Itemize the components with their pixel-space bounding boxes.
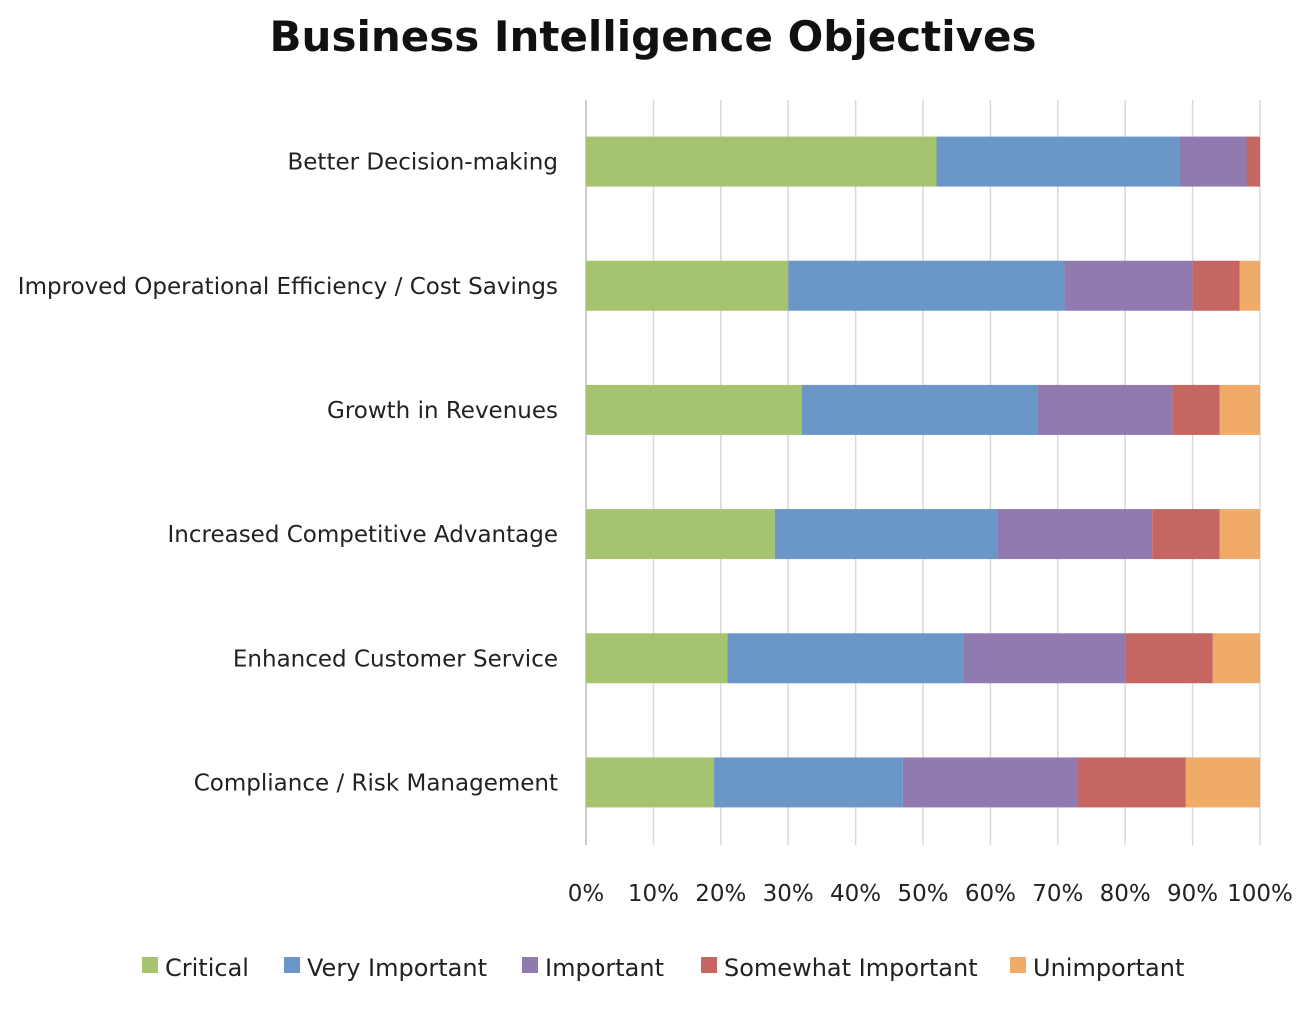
legend-label: Important <box>545 954 664 982</box>
legend-label: Critical <box>165 954 249 982</box>
x-tick-label: 100% <box>1227 881 1293 907</box>
bar-segment <box>586 384 802 435</box>
bar-segment <box>586 260 789 311</box>
legend-swatch <box>284 957 300 973</box>
x-tick-label: 60% <box>965 881 1016 907</box>
legend-label: Unimportant <box>1033 954 1184 982</box>
bar-segment <box>714 757 903 808</box>
category-label: Enhanced Customer Service <box>233 646 558 672</box>
bar-segment <box>586 757 715 808</box>
bar-segment <box>1239 260 1260 311</box>
x-tick-label: 50% <box>897 881 948 907</box>
legend-label: Very Important <box>307 954 487 982</box>
bar-segment <box>1064 260 1193 311</box>
bar-segment <box>1212 633 1260 684</box>
bar-segment <box>727 633 964 684</box>
x-tick-label: 10% <box>628 881 679 907</box>
bar-segment <box>1172 384 1220 435</box>
category-label: Better Decision-making <box>288 150 559 176</box>
x-tick-label: 90% <box>1167 881 1218 907</box>
chart-title: Business Intelligence Objectives <box>269 12 1037 61</box>
x-tick-label: 30% <box>763 881 814 907</box>
bar-segment <box>586 136 937 187</box>
bar-segment <box>788 260 1065 311</box>
bar-segment <box>586 509 775 560</box>
bar-segment <box>963 633 1126 684</box>
bar-segment <box>1219 509 1260 560</box>
bar-segment <box>774 509 998 560</box>
x-tick-label: 20% <box>695 881 746 907</box>
bar-segment <box>902 757 1079 808</box>
bar-segment <box>1192 260 1240 311</box>
legend-label: Somewhat Important <box>724 954 978 982</box>
bar-segment <box>801 384 1038 435</box>
bar-segment <box>1037 384 1173 435</box>
legend-swatch <box>701 957 717 973</box>
bar-segment <box>1152 509 1220 560</box>
category-label: Improved Operational Efficiency / Cost S… <box>18 274 558 300</box>
legend-swatch <box>522 957 538 973</box>
legend-swatch <box>1010 957 1026 973</box>
bar-segment <box>1078 757 1186 808</box>
category-label: Increased Competitive Advantage <box>168 522 559 548</box>
x-tick-label: 80% <box>1100 881 1151 907</box>
bar-segment <box>1125 633 1213 684</box>
bar-segment <box>997 509 1153 560</box>
bar-segment <box>1179 136 1247 187</box>
bar-segment <box>936 136 1180 187</box>
bar-segment <box>1185 757 1260 808</box>
legend-swatch <box>142 957 158 973</box>
x-tick-label: 40% <box>830 881 881 907</box>
category-label: Compliance / Risk Management <box>194 770 558 796</box>
bar-segment <box>586 633 728 684</box>
x-tick-label: 0% <box>568 881 605 907</box>
category-label: Growth in Revenues <box>327 398 558 424</box>
x-tick-label: 70% <box>1032 881 1083 907</box>
bar-segment <box>1219 384 1260 435</box>
bar-segment <box>1246 136 1260 187</box>
